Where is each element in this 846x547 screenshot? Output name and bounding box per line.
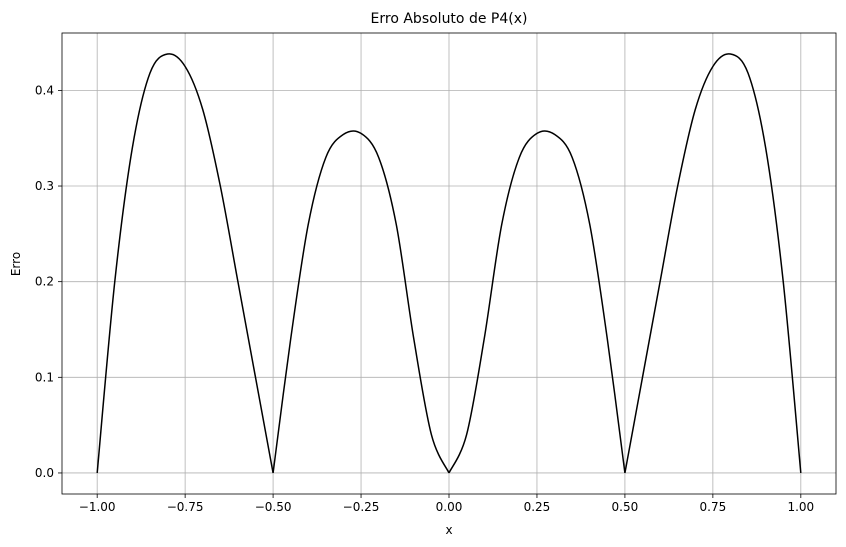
error-curve xyxy=(96,53,802,474)
y-tick-label: 0.0 xyxy=(35,466,54,480)
x-tick-label: 0.50 xyxy=(612,500,639,514)
y-tick-label: 0.4 xyxy=(35,83,54,97)
y-axis-label: Erro xyxy=(9,252,23,276)
y-tick-label: 0.2 xyxy=(35,275,54,289)
x-tick-label: 0.00 xyxy=(436,500,463,514)
x-tick-label: −1.00 xyxy=(79,500,116,514)
x-tick-label: −0.50 xyxy=(255,500,292,514)
curve-layer xyxy=(96,53,802,474)
x-tick-label: −0.75 xyxy=(167,500,204,514)
x-tick-label: 1.00 xyxy=(787,500,814,514)
y-tick-label: 0.1 xyxy=(35,370,54,384)
chart-title: Erro Absoluto de P4(x) xyxy=(371,11,528,27)
y-tick-label: 0.3 xyxy=(35,179,54,193)
x-tick-label: 0.25 xyxy=(524,500,551,514)
grid xyxy=(62,33,836,494)
x-axis: −1.00 −0.75 −0.50 −0.25 0.00 0.25 0.50 0.75 1.00 xyxy=(79,494,814,514)
x-axis-label: x xyxy=(445,523,452,537)
x-tick-label: −0.25 xyxy=(343,500,380,514)
x-tick-label: 0.75 xyxy=(700,500,727,514)
y-axis: 0.0 0.1 0.2 0.3 0.4 xyxy=(35,83,62,480)
